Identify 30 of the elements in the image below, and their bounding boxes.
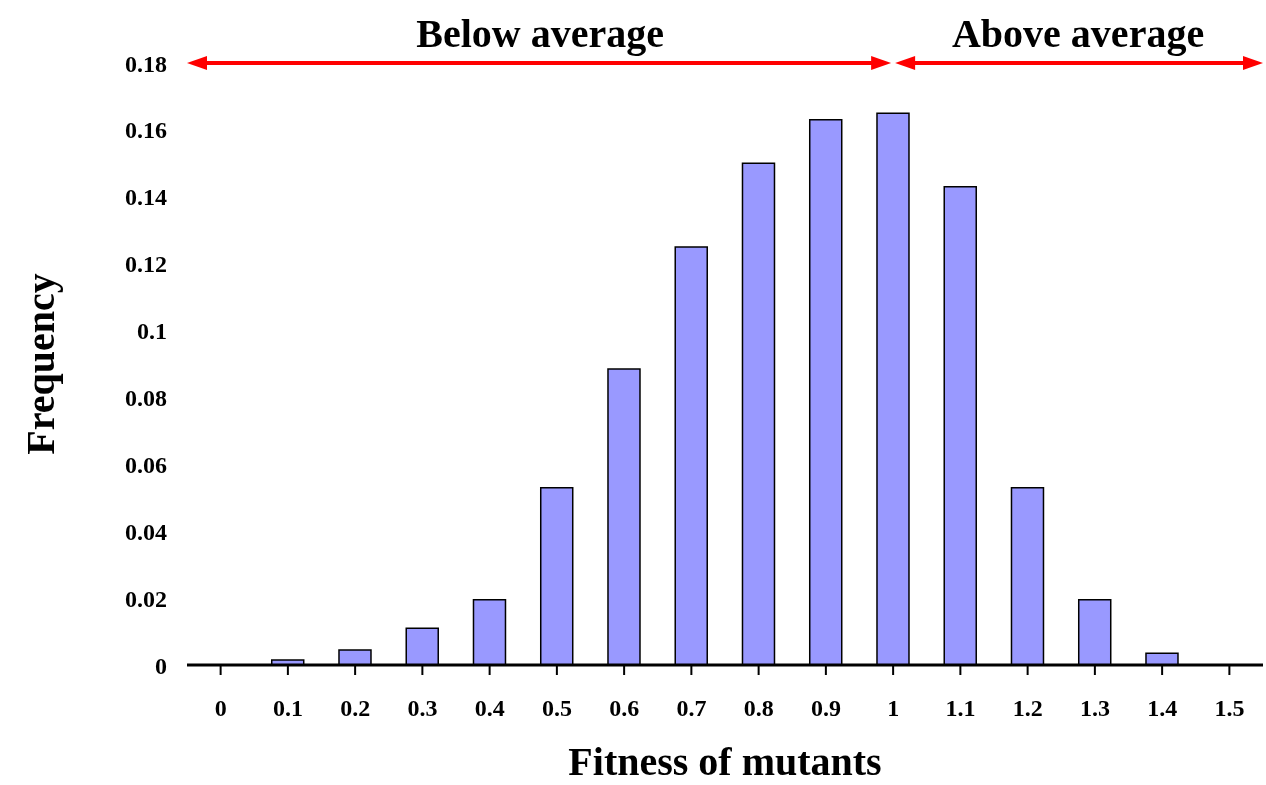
x-tick-label: 0 xyxy=(214,695,227,722)
y-tick-label: 0.02 xyxy=(125,585,167,612)
x-axis-title: Fitness of mutants xyxy=(568,739,882,784)
x-tick-label: 0.6 xyxy=(609,695,640,722)
x-tick-label: 1.2 xyxy=(1012,695,1043,722)
x-tick-label: 0.5 xyxy=(541,695,572,722)
y-axis-title: Frequency xyxy=(18,273,64,455)
text: Above average xyxy=(951,11,1205,56)
x-tick-label: 0.7 xyxy=(676,695,707,722)
x-tick-label: 0.8 xyxy=(743,695,774,722)
x-tick-label: 0.9 xyxy=(810,695,841,722)
x-tick-label: 0.4 xyxy=(474,695,505,722)
text: Below average xyxy=(416,11,664,56)
y-tick-label: 0.04 xyxy=(125,518,167,545)
x-tick-label: 1.1 xyxy=(945,695,976,722)
x-tick-label: 0.2 xyxy=(340,695,371,722)
y-tick-label: 0.18 xyxy=(125,50,167,77)
y-tick-label: 0.14 xyxy=(125,184,167,211)
x-tick-label: 0.3 xyxy=(407,695,438,722)
y-tick-label: 0 xyxy=(155,652,167,679)
x-tick-label: 1.3 xyxy=(1079,695,1110,722)
y-tick-label: 0.08 xyxy=(125,384,167,411)
y-tick-label: 0.12 xyxy=(125,251,167,278)
x-tick-label: 1.5 xyxy=(1214,695,1245,722)
y-tick-label: 0.1 xyxy=(137,318,167,345)
x-tick-label: 1 xyxy=(887,695,900,722)
x-tick-label: 1.4 xyxy=(1147,695,1178,722)
y-tick-label: 0.16 xyxy=(125,117,167,144)
x-tick-label: 0.1 xyxy=(272,695,303,722)
y-tick-label: 0.06 xyxy=(125,451,167,478)
